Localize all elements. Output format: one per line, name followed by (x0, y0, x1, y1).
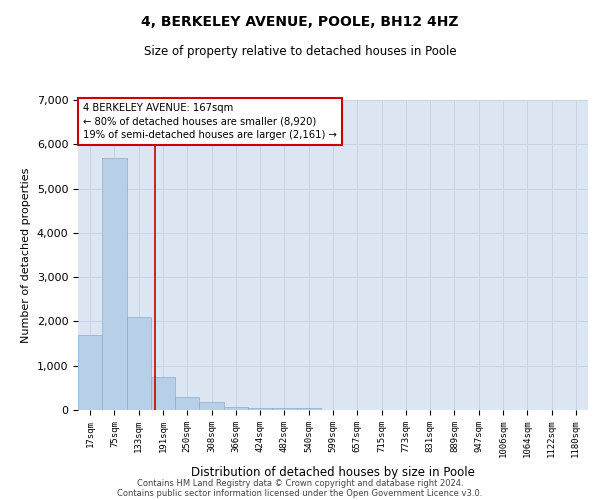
Text: Contains public sector information licensed under the Open Government Licence v3: Contains public sector information licen… (118, 488, 482, 498)
Bar (296, 408, 321, 410)
Text: 4, BERKELEY AVENUE, POOLE, BH12 4HZ: 4, BERKELEY AVENUE, POOLE, BH12 4HZ (141, 15, 459, 29)
Bar (175, 396, 199, 410)
Bar (78, 334, 102, 410)
Text: Size of property relative to detached houses in Poole: Size of property relative to detached ho… (143, 45, 457, 58)
Text: 4 BERKELEY AVENUE: 167sqm
← 80% of detached houses are smaller (8,920)
19% of se: 4 BERKELEY AVENUE: 167sqm ← 80% of detac… (83, 103, 337, 140)
Bar (224, 406, 248, 410)
X-axis label: Distribution of detached houses by size in Poole: Distribution of detached houses by size … (191, 466, 475, 478)
Bar (151, 377, 175, 410)
Bar (248, 408, 272, 410)
Bar (199, 402, 224, 410)
Bar (127, 317, 151, 410)
Bar (272, 408, 296, 410)
Text: Contains HM Land Registry data © Crown copyright and database right 2024.: Contains HM Land Registry data © Crown c… (137, 478, 463, 488)
Y-axis label: Number of detached properties: Number of detached properties (21, 168, 31, 342)
Bar (102, 158, 127, 410)
